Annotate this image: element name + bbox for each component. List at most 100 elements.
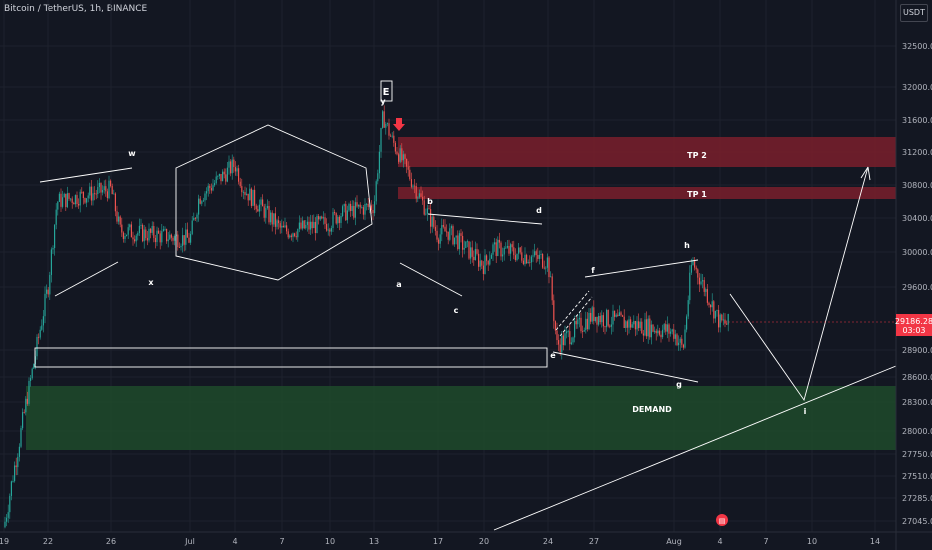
candle-body [71, 198, 73, 203]
candle-body [12, 481, 14, 482]
candle-body [41, 325, 43, 330]
candle-body [278, 220, 280, 224]
news-icon-glyph: ▤ [719, 517, 726, 525]
base-box [34, 347, 548, 368]
candle-body [138, 225, 140, 234]
candle-body [249, 188, 251, 201]
candle-body [478, 253, 480, 267]
news-icon[interactable] [716, 514, 728, 526]
candle-body [375, 181, 377, 202]
candle-body [186, 229, 188, 238]
candle-body [121, 224, 123, 233]
candle-body [348, 203, 350, 211]
candle-body [390, 135, 392, 137]
candle-body [102, 190, 104, 193]
candle-body [646, 319, 648, 337]
candle-body [63, 193, 65, 198]
candle-body [332, 212, 334, 229]
e-marker: E [383, 87, 390, 98]
candle-body [418, 193, 420, 198]
candle-body [92, 193, 94, 201]
bc-upper-line [427, 213, 543, 225]
y-tick-label: 28300.00 [902, 398, 932, 407]
candle-body [124, 236, 126, 239]
candle-body [422, 196, 424, 201]
candle-body [678, 342, 680, 346]
candle-body [663, 324, 665, 330]
candle-body [244, 192, 246, 195]
candle-body [634, 321, 636, 330]
candle-body [286, 225, 288, 232]
candle-body [89, 186, 91, 196]
candle-body [452, 226, 454, 245]
candle-body [306, 221, 308, 225]
candle-body [695, 267, 697, 270]
candle-body [78, 204, 80, 206]
candle-body [172, 237, 174, 241]
candle-body [724, 319, 726, 324]
candle-body [625, 321, 627, 329]
candle-body [676, 334, 678, 346]
candle-body [182, 235, 184, 246]
candle-body [284, 225, 286, 228]
candle-body [700, 281, 702, 285]
candle-body [657, 330, 659, 334]
f-dashed-1 [555, 290, 590, 331]
candle-body [487, 260, 489, 265]
wave-label-a: a [396, 280, 401, 289]
candle-body [406, 158, 408, 167]
candle-body [297, 229, 299, 238]
candle-body [105, 186, 107, 192]
candle-body [370, 205, 372, 211]
price-countdown: 03:03 [902, 326, 925, 335]
candle-body [652, 324, 654, 332]
candle-body [658, 330, 660, 335]
candle-body [612, 310, 614, 325]
candle-body [626, 321, 628, 328]
candle-body [241, 186, 243, 193]
candle-body [462, 235, 464, 250]
w-upper-line [39, 167, 133, 183]
wave-label-e: e [550, 351, 556, 360]
candle-body [294, 233, 296, 237]
currency-button[interactable]: USDT [900, 4, 928, 22]
candle-body [542, 253, 544, 268]
candle-body [633, 321, 635, 325]
candle-body [9, 495, 11, 513]
wave-label-c: c [454, 306, 459, 315]
candle-body [639, 321, 641, 329]
candle-body [670, 331, 672, 334]
grid [0, 0, 896, 532]
y-tick-label: 30400.00 [902, 214, 932, 223]
candle-body [511, 244, 513, 248]
candle-body [169, 234, 171, 240]
candle-body [497, 239, 499, 256]
candle-body [470, 247, 472, 259]
candle-body [54, 224, 56, 248]
candle-body [364, 203, 366, 215]
candle-body [426, 208, 428, 214]
candle-body [193, 217, 195, 221]
candle-body [671, 329, 673, 332]
x-tick-label: 27 [589, 537, 599, 546]
candle-body [177, 234, 179, 248]
candle-body [727, 314, 729, 325]
candle-body [84, 198, 86, 203]
candle-body [617, 314, 619, 316]
candle-body [180, 245, 182, 248]
candle-body [55, 209, 57, 225]
candle-body [188, 237, 190, 243]
candle-body [22, 412, 24, 429]
candle-body [26, 398, 28, 404]
candle-body [438, 239, 440, 244]
candle-body [374, 201, 376, 214]
candle-body [94, 193, 96, 195]
candle-body [417, 197, 419, 199]
candle-body [591, 307, 593, 322]
candle-body [97, 186, 99, 195]
candle-body [537, 255, 539, 259]
candle-body [679, 338, 681, 343]
candle-body [449, 228, 451, 240]
candle-body [118, 216, 120, 222]
candle-body [574, 320, 576, 338]
